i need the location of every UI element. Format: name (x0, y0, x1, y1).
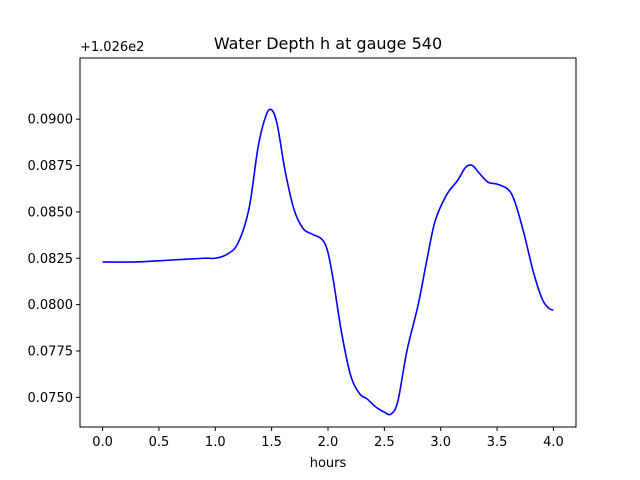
plot-area (102, 108, 554, 416)
x-tick-label: 0.0 (92, 435, 113, 450)
x-tick-label: 0.5 (149, 435, 170, 450)
x-tick-label: 2.0 (318, 435, 339, 450)
y-tick-label: 0.0900 (28, 113, 74, 128)
x-tick-label: 3.0 (430, 435, 451, 450)
y-tick-label: 0.0825 (28, 252, 74, 267)
y-tick-label: 0.0850 (28, 205, 74, 220)
chart-title: Water Depth h at gauge 540 (214, 34, 442, 53)
x-tick-label: 1.5 (261, 435, 282, 450)
x-tick-label: 2.5 (374, 435, 395, 450)
y-tick-label: 0.0775 (28, 344, 74, 359)
x-tick-label: 4.0 (543, 435, 564, 450)
y-axis: 0.0750 0.0775 0.0800 0.0825 0.0850 0.0875 0.09… (28, 113, 80, 406)
y-offset-label: +1.026e2 (80, 40, 144, 55)
series-line (102, 108, 554, 416)
x-tick-label: 1.0 (205, 435, 226, 450)
y-tick-label: 0.0875 (28, 159, 74, 174)
x-tick-label: 3.5 (487, 435, 508, 450)
y-tick-label: 0.0800 (28, 298, 74, 313)
x-axis: 0.0 0.5 1.0 1.5 2.0 2.5 3.0 3.5 4.0 (92, 427, 564, 450)
y-tick-label: 0.0750 (28, 391, 74, 406)
x-axis-label: hours (310, 456, 347, 471)
